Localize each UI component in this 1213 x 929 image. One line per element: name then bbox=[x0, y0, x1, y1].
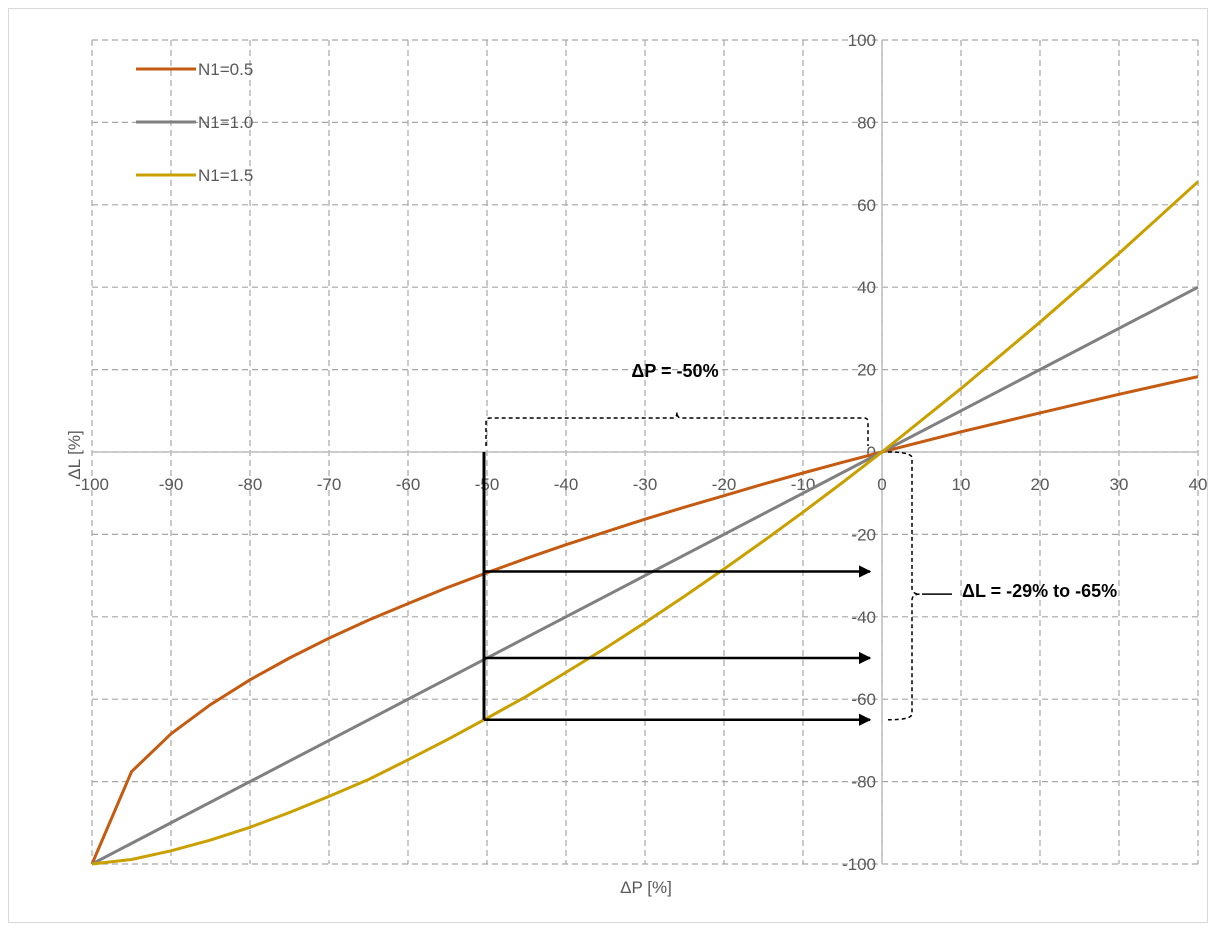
x-tick-label: -60 bbox=[396, 475, 421, 494]
y-tick-label: 20 bbox=[857, 361, 876, 380]
y-tick-label: -80 bbox=[851, 773, 876, 792]
y-tick-label: 40 bbox=[857, 278, 876, 297]
x-tick-label: 40 bbox=[1189, 475, 1208, 494]
y-axis-title: ΔL [%] bbox=[65, 430, 84, 479]
y-tick-label: 80 bbox=[857, 113, 876, 132]
legend: N1=0.5 N1=1.0 N1=1.5 bbox=[136, 60, 253, 185]
y-tick-label: 100 bbox=[848, 31, 876, 50]
annotation-delta-l: ΔL = -29% to -65% bbox=[962, 581, 1117, 601]
x-tick-label: -20 bbox=[712, 475, 737, 494]
y-tick-label: -60 bbox=[851, 690, 876, 709]
y-tick-label: -20 bbox=[851, 525, 876, 544]
x-tick-label: -50 bbox=[475, 475, 500, 494]
x-tick-label: 30 bbox=[1110, 475, 1129, 494]
x-tick-label: 20 bbox=[1031, 475, 1050, 494]
x-tick-label: -90 bbox=[159, 475, 184, 494]
x-tick-label: -30 bbox=[633, 475, 658, 494]
x-tick-label: -70 bbox=[317, 475, 342, 494]
x-tick-label: -80 bbox=[238, 475, 263, 494]
x-tick-labels: -100 -90 -80 -70 -60 -50 -40 -30 -20 -10 0 10 20 30 40 bbox=[75, 475, 1207, 494]
legend-label: N1=0.5 bbox=[198, 60, 253, 79]
y-tick-label: 60 bbox=[857, 196, 876, 215]
x-tick-label: 0 bbox=[877, 475, 886, 494]
x-tick-label: -40 bbox=[554, 475, 579, 494]
legend-label: N1=1.5 bbox=[198, 166, 253, 185]
annotation-delta-p: ΔP = -50% bbox=[631, 361, 718, 381]
x-axis-title: ΔP [%] bbox=[620, 878, 672, 897]
y-tick-label: -40 bbox=[851, 608, 876, 627]
y-tick-label: -100 bbox=[842, 855, 876, 874]
legend-label: N1=1.0 bbox=[198, 113, 253, 132]
bracket-delta-p bbox=[486, 412, 868, 446]
x-tick-label: -10 bbox=[791, 475, 816, 494]
bracket-delta-l bbox=[888, 452, 920, 720]
x-tick-label: 10 bbox=[952, 475, 971, 494]
